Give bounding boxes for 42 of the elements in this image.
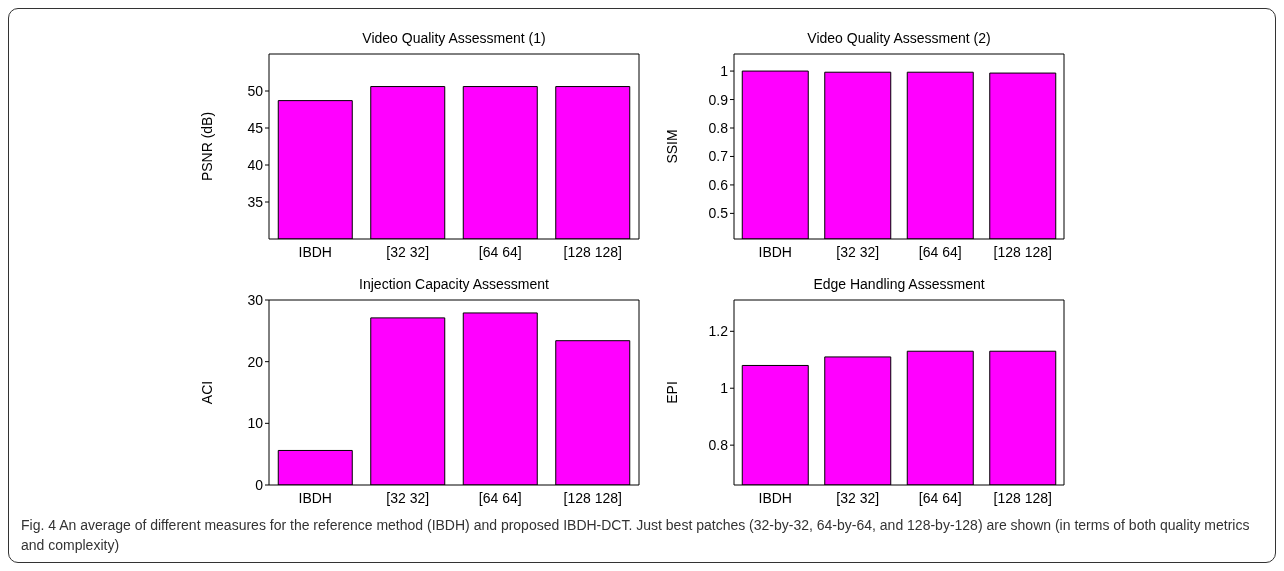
x-tick-label: [32 32] xyxy=(836,489,880,506)
x-tick-label: [64 64] xyxy=(918,489,962,506)
y-tick-label: 0.6 xyxy=(708,176,729,193)
y-axis-title: PSNR (dB) xyxy=(198,111,215,182)
x-tick-label: [128 128] xyxy=(563,243,622,260)
x-tick-label: IBDH xyxy=(758,243,792,260)
caption: Fig. 4 An average of different measures for the reference method (IBDH) and proposed IBDH-DCT. Just best patches (32-by-32, 64-by-64, and 128-by-128) are shown (in terms of both quality metrics and complexity) xyxy=(21,516,1251,555)
x-tick-label: IBDH xyxy=(758,489,792,506)
y-tick-label: 10 xyxy=(247,415,264,432)
y-tick-label: 45 xyxy=(247,119,264,136)
y-tick-label: 0 xyxy=(255,476,264,493)
y-tick-label: 0.9 xyxy=(708,91,729,108)
x-tick-label: [128 128] xyxy=(993,243,1052,260)
y-tick-label: 0.8 xyxy=(708,437,729,454)
y-axis-title: ACI xyxy=(198,380,215,405)
chart-title: Video Quality Assessment (1) xyxy=(361,30,547,46)
x-tick-label: [32 32] xyxy=(386,489,430,506)
chart-title: Edge Handling Assessment xyxy=(812,276,986,292)
x-tick-label: IBDH xyxy=(298,489,332,506)
x-tick-label: IBDH xyxy=(298,243,332,260)
x-tick-label: [128 128] xyxy=(563,489,622,506)
x-tick-label: [32 32] xyxy=(386,243,430,260)
y-tick-label: 0.5 xyxy=(708,205,729,222)
y-tick-label: 35 xyxy=(247,193,264,210)
x-tick-label: [64 64] xyxy=(918,243,962,260)
x-tick-label: [64 64] xyxy=(478,243,522,260)
y-tick-label: 30 xyxy=(247,291,264,308)
y-tick-label: 40 xyxy=(247,156,264,173)
y-tick-label: 1.2 xyxy=(708,323,729,340)
y-tick-label: 20 xyxy=(247,353,264,370)
chart-title: Video Quality Assessment (2) xyxy=(806,30,992,46)
x-tick-label: [32 32] xyxy=(836,243,880,260)
y-axis-title: EPI xyxy=(663,381,680,404)
x-tick-label: [64 64] xyxy=(478,489,522,506)
y-axis-title: SSIM xyxy=(663,129,680,164)
y-tick-label: 1 xyxy=(720,63,729,80)
y-tick-label: 0.7 xyxy=(708,148,729,165)
y-tick-label: 50 xyxy=(247,82,264,99)
x-tick-label: [128 128] xyxy=(993,489,1052,506)
chart-title: Injection Capacity Assessment xyxy=(358,276,550,292)
y-tick-label: 0.8 xyxy=(708,119,729,136)
y-tick-label: 1 xyxy=(720,380,729,397)
